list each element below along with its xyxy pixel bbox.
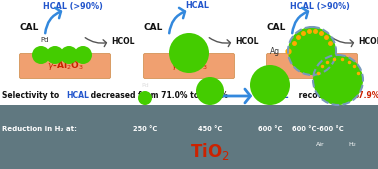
Circle shape: [196, 77, 224, 105]
Text: HCOL: HCOL: [111, 38, 135, 46]
Text: $\gamma$-Al$_2$O$_3$: $\gamma$-Al$_2$O$_3$: [294, 59, 330, 73]
Bar: [0, 105, 378, 169]
Text: decreased from 71.0% to 43.2%: decreased from 71.0% to 43.2%: [88, 91, 228, 101]
Text: $\gamma$-Al$_2$O$_3$: $\gamma$-Al$_2$O$_3$: [46, 59, 83, 73]
Text: CAL: CAL: [143, 23, 163, 32]
Text: Pd: Pd: [41, 37, 49, 43]
Text: HCAL (>90%): HCAL (>90%): [290, 2, 350, 10]
FancyBboxPatch shape: [20, 54, 110, 78]
Text: CAL: CAL: [19, 23, 39, 32]
Text: $\gamma$-Al$_2$O$_3$: $\gamma$-Al$_2$O$_3$: [170, 59, 208, 73]
Text: CAL: CAL: [266, 23, 286, 32]
Text: 600 °C: 600 °C: [258, 126, 282, 132]
Circle shape: [250, 65, 290, 105]
Text: H$_2$: H$_2$: [349, 140, 358, 149]
Text: Reduction in H₂ at:: Reduction in H₂ at:: [2, 126, 77, 132]
Text: 67.9%: 67.9%: [353, 91, 378, 101]
Text: TiO$_2$: TiO$_2$: [190, 141, 230, 162]
Text: HCAL: HCAL: [66, 91, 89, 101]
Text: Selectivity to: Selectivity to: [2, 91, 62, 101]
Text: 450 °C: 450 °C: [198, 126, 222, 132]
Text: 600 °C-600 °C: 600 °C-600 °C: [292, 126, 344, 132]
FancyBboxPatch shape: [144, 54, 234, 78]
Circle shape: [169, 33, 209, 73]
Circle shape: [288, 27, 336, 75]
Circle shape: [32, 46, 50, 64]
Circle shape: [60, 46, 78, 64]
Circle shape: [138, 91, 152, 105]
Circle shape: [46, 46, 64, 64]
Text: Ag: Ag: [270, 46, 280, 55]
Text: HCAL (>90%): HCAL (>90%): [43, 2, 103, 10]
Circle shape: [74, 46, 92, 64]
Text: 250 °C: 250 °C: [133, 126, 157, 132]
Text: HCAL: HCAL: [185, 2, 209, 10]
Text: HCOL: HCOL: [235, 38, 259, 46]
Text: HCOL: HCOL: [358, 38, 378, 46]
Circle shape: [313, 55, 363, 105]
FancyBboxPatch shape: [266, 54, 358, 78]
Text: S-HCAL: S-HCAL: [258, 91, 290, 101]
Text: Pd: Pd: [141, 83, 149, 88]
Text: recovered to: recovered to: [296, 91, 356, 101]
Text: Air: Air: [316, 142, 324, 147]
